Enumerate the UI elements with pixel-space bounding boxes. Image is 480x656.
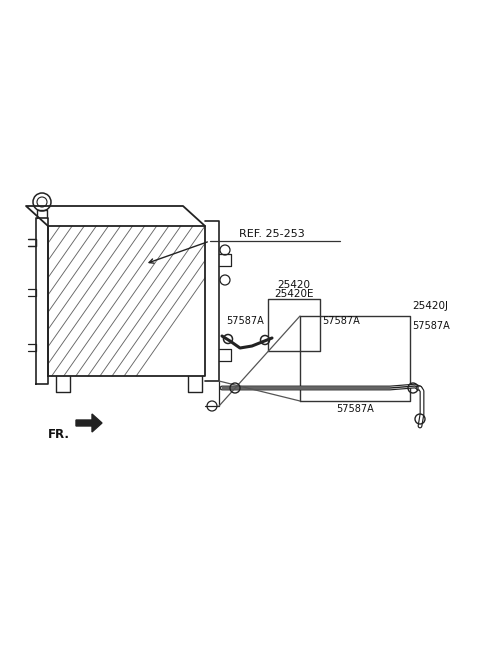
Text: 57587A: 57587A: [322, 316, 360, 326]
Text: 25420: 25420: [277, 280, 311, 290]
Text: FR.: FR.: [48, 428, 70, 440]
Text: 57587A: 57587A: [226, 316, 264, 326]
Text: REF. 25-253: REF. 25-253: [239, 229, 305, 239]
Text: 25420J: 25420J: [412, 301, 448, 311]
Text: 57587A: 57587A: [336, 404, 374, 414]
Polygon shape: [76, 414, 102, 432]
Text: 57587A: 57587A: [412, 321, 450, 331]
Text: 25420E: 25420E: [274, 289, 314, 299]
